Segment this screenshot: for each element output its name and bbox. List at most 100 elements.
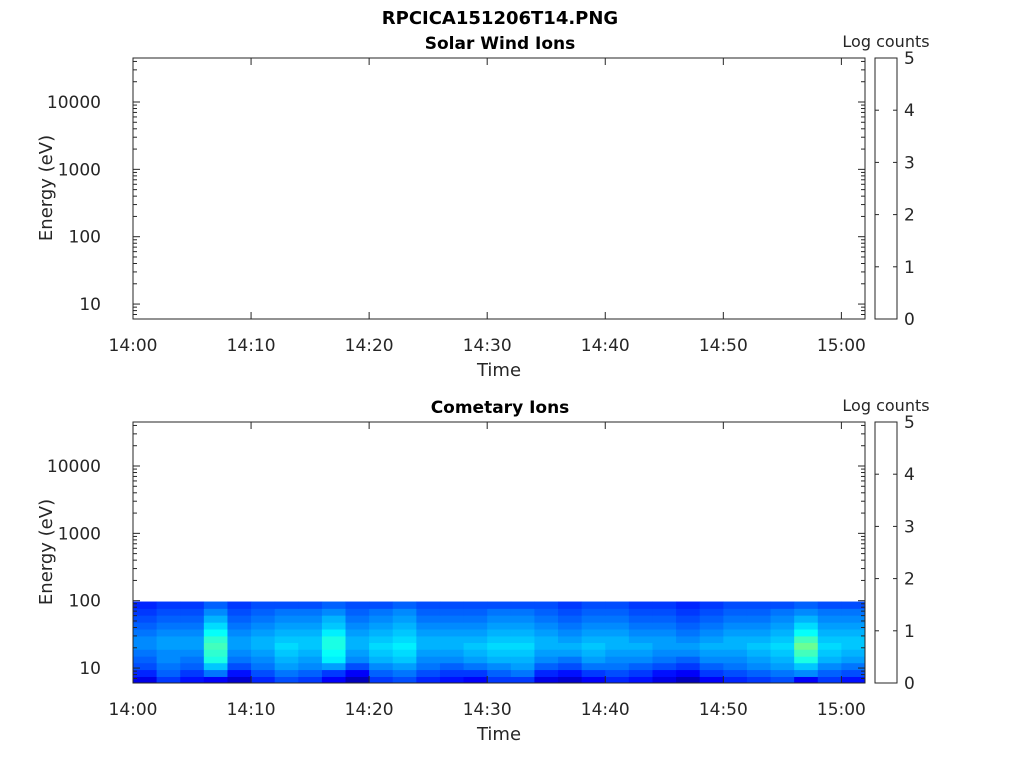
heatmap-cell [251, 608, 276, 616]
heatmap-cell [676, 662, 701, 671]
colorbar-tick-label: 1 [904, 258, 915, 278]
heatmap-cell [676, 676, 701, 684]
heatmap-cell [298, 601, 323, 609]
axis-ticks: 14:00 14:10 14:20 14:30 14:40 14:50 15:00 10 100… [47, 422, 866, 720]
heatmap-cell [156, 608, 181, 616]
heatmap-cell [298, 629, 323, 637]
heatmap-cell [817, 629, 842, 637]
heatmap-cell [605, 669, 630, 677]
x-tick-label: 14:50 [699, 336, 748, 356]
heatmap-cell [180, 642, 205, 650]
x-tick-label: 14:40 [581, 700, 630, 720]
heatmap-cell [510, 601, 535, 609]
heatmap-cell [487, 622, 512, 630]
heatmap-cell [298, 676, 323, 684]
panel-solar-wind-ions: Solar Wind Ions Energy (eV) Time Log cou… [36, 32, 930, 381]
heatmap-cell [558, 608, 583, 616]
heatmap-cell [416, 656, 441, 664]
heatmap-cell [558, 676, 583, 684]
x-tick-label: 14:30 [463, 336, 512, 356]
heatmap-cell [770, 601, 795, 609]
heatmap-cell [345, 676, 370, 684]
colorbar-tick-label: 2 [904, 206, 915, 226]
x-axis-label: Time [476, 724, 521, 745]
heatmap-cell [203, 608, 228, 616]
x-tick-label: 14:10 [227, 700, 276, 720]
heatmap-cell [369, 662, 394, 671]
heatmap-cell [628, 608, 653, 616]
heatmap-cell [699, 629, 724, 637]
heatmap-cell [794, 656, 819, 664]
heatmap-cell [274, 635, 299, 643]
heatmap-cell [487, 608, 512, 616]
heatmap-cell [510, 635, 535, 643]
heatmap-cell [298, 662, 323, 671]
heatmap-cell [439, 615, 465, 623]
heatmap-cell [770, 635, 795, 643]
heatmap-cell [628, 676, 653, 684]
heatmap-cell [794, 622, 819, 630]
heatmap-cell [203, 629, 228, 637]
heatmap-cell [203, 635, 228, 643]
heatmap-cell [251, 601, 276, 609]
heatmap-cell [298, 656, 323, 664]
heatmap-cell [699, 669, 724, 677]
heatmap-cell [180, 662, 205, 671]
heatmap-cell [439, 608, 465, 616]
heatmap-cell [133, 676, 158, 684]
heatmap-cell [770, 676, 795, 684]
heatmap-cell [652, 662, 677, 671]
heatmap-cell [510, 622, 535, 630]
heatmap-cell [321, 649, 347, 657]
heatmap-cell [133, 635, 158, 643]
colorbar-ticks: 0 1 2 3 4 5 [875, 49, 915, 330]
heatmap-cell [251, 662, 276, 671]
heatmap-cell [817, 669, 842, 677]
heatmap-cell [841, 622, 866, 630]
heatmap-cell [581, 656, 606, 664]
heatmap-cell [699, 662, 724, 671]
heatmap-cell [510, 642, 535, 650]
heatmap-cell [628, 669, 653, 677]
heatmap-cell [841, 656, 866, 664]
y-tick-label: 10000 [47, 93, 101, 113]
heatmap-cell [581, 622, 606, 630]
heatmap-cell [392, 649, 417, 657]
heatmap-cell [534, 676, 559, 684]
heatmap-cell [534, 635, 559, 643]
heatmap-cell [463, 669, 488, 677]
y-tick-label: 10 [79, 659, 101, 679]
colorbar-tick-label: 5 [904, 49, 915, 69]
heatmap-cell [133, 669, 158, 677]
heatmap-cell [416, 629, 441, 637]
heatmap-cell [416, 601, 441, 609]
colorbar-tick-label: 5 [904, 413, 915, 433]
heatmap-cell [841, 669, 866, 677]
heatmap-cell [487, 642, 512, 650]
heatmap-cell [605, 635, 630, 643]
heatmap-cell [133, 601, 158, 609]
heatmap-cell [817, 601, 842, 609]
heatmap-cell [817, 649, 842, 657]
heatmap-cell [487, 615, 512, 623]
heatmap-cell [439, 649, 465, 657]
heatmap-cell [534, 615, 559, 623]
heatmap-cell [534, 656, 559, 664]
plot-frame [132, 57, 866, 320]
heatmap-cell [156, 669, 181, 677]
heatmap-cell [605, 642, 630, 650]
heatmap-cell [746, 622, 772, 630]
heatmap-cell [227, 629, 252, 637]
heatmap-cell [723, 629, 748, 637]
heatmap-cell [558, 615, 583, 623]
heatmap-cell [203, 649, 228, 657]
heatmap-cell [558, 669, 583, 677]
heatmap-cell [605, 656, 630, 664]
heatmap-cell [628, 656, 653, 664]
heatmap-cell [369, 615, 394, 623]
heatmap-cell [227, 642, 252, 650]
x-tick-label: 14:30 [463, 700, 512, 720]
heatmap-cell [581, 629, 606, 637]
heatmap-cell [156, 662, 181, 671]
colorbar-tick-label: 4 [904, 465, 915, 485]
